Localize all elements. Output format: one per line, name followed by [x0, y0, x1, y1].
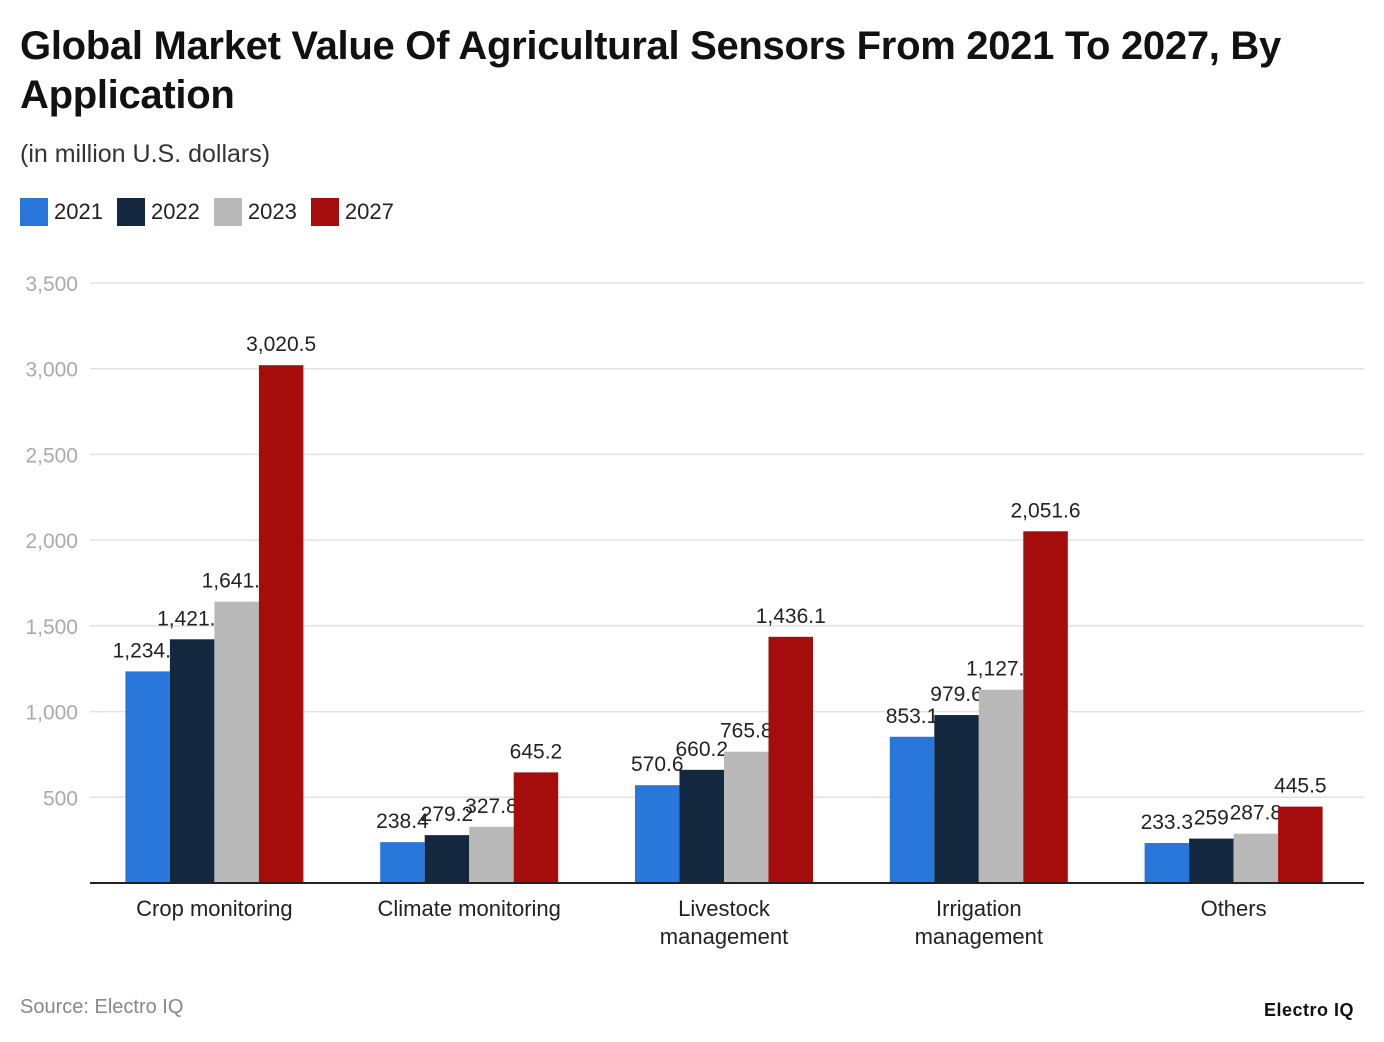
data-label: 238.4	[376, 810, 429, 833]
x-tick-label-line: management	[660, 924, 788, 949]
bar	[125, 671, 170, 883]
bar	[768, 636, 813, 883]
legend-swatch	[20, 198, 48, 226]
data-label: 327.8	[465, 795, 518, 818]
data-label: 1,641.2	[202, 570, 272, 593]
legend-item: 2021	[20, 198, 103, 226]
bar	[1189, 838, 1234, 883]
data-label: 979.6	[930, 683, 983, 706]
bar	[513, 772, 559, 883]
chart-subtitle: (in million U.S. dollars)	[20, 140, 271, 168]
data-label: 1,421.6	[157, 607, 227, 630]
bar	[724, 751, 769, 883]
bar	[1233, 833, 1279, 883]
legend-swatch	[116, 198, 145, 226]
bar	[1144, 843, 1190, 883]
data-label: 279.2	[421, 803, 474, 826]
bar	[380, 842, 425, 883]
bar	[978, 689, 1024, 883]
bar	[469, 826, 514, 883]
x-tick-label-line: management	[915, 924, 1043, 949]
data-label: 1,436.1	[756, 605, 826, 628]
legend: 2021 2022 2023 2027	[20, 198, 394, 226]
bar	[258, 365, 304, 883]
data-label: 287.8	[1230, 802, 1283, 825]
legend-item: 2022	[116, 198, 200, 226]
legend-label: 2022	[150, 199, 200, 224]
electro-iq-logo: Electro IQ	[1263, 1000, 1354, 1020]
y-tick-label: 500	[43, 787, 78, 810]
y-tick-label: 3,000	[25, 359, 78, 382]
y-tick-label: 1,000	[25, 702, 78, 725]
x-tick-label-line: Crop monitoring	[136, 896, 293, 921]
x-tick-label-line: Irrigation	[936, 896, 1022, 921]
source-note: Source: Electro IQ	[20, 996, 184, 1018]
data-label: 1,234.5	[113, 639, 183, 662]
data-label: 445.5	[1274, 775, 1327, 798]
bar	[679, 769, 724, 883]
bar	[169, 639, 215, 883]
data-label: 259	[1194, 807, 1229, 830]
y-tick-label: 3,500	[25, 273, 78, 296]
bar	[424, 835, 470, 883]
data-label: 233.3	[1141, 811, 1194, 834]
x-tick-label: Irrigation management	[915, 896, 1043, 949]
data-label: 2,051.6	[1011, 499, 1081, 522]
bar	[934, 715, 979, 883]
data-label: 765.8	[720, 720, 773, 743]
legend-label: 2027	[344, 199, 394, 224]
legend-swatch	[213, 198, 242, 226]
y-tick-label: 1,500	[25, 616, 78, 639]
legend-item: 2023	[213, 198, 297, 226]
data-label: 645.2	[510, 740, 563, 763]
x-tick-label-line: Others	[1201, 896, 1267, 921]
x-tick-label-line: Livestock	[678, 896, 771, 921]
x-tick-label: Crop monitoring	[136, 896, 293, 921]
data-label: 570.6	[631, 753, 684, 776]
x-tick-label: Livestock management	[660, 896, 788, 949]
bar	[635, 785, 680, 883]
legend-label: 2021	[54, 199, 103, 224]
bar	[1278, 806, 1323, 883]
chart-title: Global Market Value Of Agricultural Sens…	[20, 24, 1281, 117]
y-tick-label: 2,500	[25, 444, 78, 467]
legend-swatch	[310, 198, 339, 226]
data-label: 660.2	[675, 738, 728, 761]
legend-label: 2023	[247, 199, 297, 224]
data-label: 853.1	[886, 705, 939, 728]
y-tick-label: 2,000	[25, 530, 78, 553]
x-tick-label: Others	[1201, 896, 1267, 921]
legend-item: 2027	[310, 198, 394, 226]
bar	[214, 601, 259, 883]
x-tick-label-line: Climate monitoring	[377, 896, 560, 921]
x-tick-label: Climate monitoring	[377, 896, 560, 921]
data-label: 3,020.5	[246, 333, 316, 356]
bar	[889, 736, 935, 883]
bar	[1023, 531, 1068, 883]
data-label: 1,127.6	[966, 658, 1036, 681]
